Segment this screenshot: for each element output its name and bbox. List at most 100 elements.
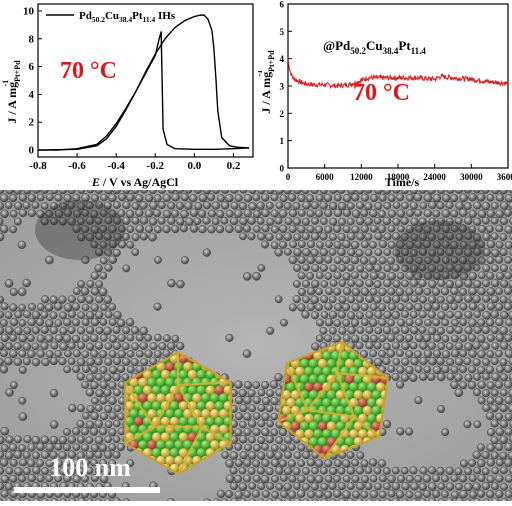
nanoparticle xyxy=(392,342,400,350)
nanoparticle xyxy=(54,302,62,310)
atom xyxy=(367,398,376,407)
nanoparticle xyxy=(91,318,99,326)
nanoparticle xyxy=(469,303,477,311)
nanoparticle xyxy=(482,358,490,366)
nanoparticle xyxy=(450,194,458,202)
nanoparticle xyxy=(384,233,392,241)
nanoparticle xyxy=(42,358,50,366)
nanoparticle xyxy=(23,342,31,350)
nanoparticle xyxy=(491,483,499,491)
nanoparticle xyxy=(405,334,413,342)
nanoparticle xyxy=(248,420,256,428)
nanoparticle xyxy=(436,357,444,365)
nanoparticle xyxy=(14,342,22,350)
atom xyxy=(129,425,138,434)
nanoparticle xyxy=(258,264,265,271)
nanoparticle xyxy=(374,217,381,224)
nanoparticle xyxy=(302,296,309,303)
nanoparticle xyxy=(324,256,332,264)
nanoparticle xyxy=(378,288,386,296)
nanoparticle xyxy=(491,279,499,287)
nanoparticle xyxy=(505,349,512,357)
nanoparticle xyxy=(14,467,22,475)
atom xyxy=(313,367,322,376)
nanoparticle xyxy=(91,194,99,202)
nanoparticle xyxy=(352,459,359,466)
nanoparticle xyxy=(397,272,404,279)
nanoparticle xyxy=(486,225,493,232)
nanoparticle xyxy=(370,303,377,310)
nanoparticle xyxy=(154,350,162,358)
nanoparticle xyxy=(5,342,13,350)
nanoparticle xyxy=(279,225,287,233)
nanoparticle xyxy=(401,217,409,225)
nanoparticle xyxy=(105,421,112,428)
nanoparticle xyxy=(343,334,350,341)
nanoparticle xyxy=(473,389,481,397)
nanoparticle xyxy=(99,350,107,358)
nanoparticle xyxy=(333,288,341,296)
nanoparticle xyxy=(131,326,139,334)
nanoparticle xyxy=(361,272,368,279)
nanoparticle xyxy=(122,358,130,366)
nanoparticle xyxy=(14,218,21,225)
it-xlabel: Time/s xyxy=(385,175,420,189)
nanoparticle xyxy=(258,420,265,427)
nanoparticle xyxy=(6,436,14,444)
nanoparticle xyxy=(464,342,472,350)
atom xyxy=(170,417,179,426)
scale-bar-label: 100 nm xyxy=(49,453,131,482)
nanoparticle xyxy=(243,350,251,358)
nanoparticle xyxy=(483,311,491,319)
nanoparticle xyxy=(472,341,480,349)
nanoparticle xyxy=(10,381,17,388)
nanoparticle xyxy=(374,342,382,350)
cv-ytick-label: 8 xyxy=(29,33,35,45)
nanoparticle xyxy=(271,444,278,451)
nanoparticle xyxy=(194,218,201,225)
nanoparticle xyxy=(325,240,332,247)
nanoparticle xyxy=(437,279,445,287)
nanoparticle xyxy=(495,318,503,326)
nanoparticle xyxy=(459,475,467,483)
atom xyxy=(165,362,174,371)
atom xyxy=(331,398,340,407)
nanoparticle xyxy=(86,343,94,351)
nanoparticle xyxy=(491,326,499,334)
nanoparticle xyxy=(257,482,265,490)
nanoparticle xyxy=(307,475,315,483)
nanoparticle xyxy=(432,319,440,327)
nanoparticle xyxy=(379,240,387,248)
atom xyxy=(143,386,152,395)
nanoparticle xyxy=(433,210,440,217)
nanoparticle xyxy=(409,374,417,382)
nanoparticle xyxy=(486,366,494,374)
nanoparticle xyxy=(271,429,278,436)
nanoparticle xyxy=(402,482,410,490)
nanoparticle xyxy=(41,202,48,209)
nanoparticle xyxy=(261,209,269,217)
nanoparticle xyxy=(280,490,288,498)
nanoparticle xyxy=(248,232,256,240)
nanoparticle xyxy=(491,452,498,459)
nanoparticle xyxy=(437,296,444,303)
nanoparticle xyxy=(387,349,395,357)
nanoparticle xyxy=(77,404,85,412)
nanoparticle xyxy=(302,467,309,474)
nanoparticle xyxy=(455,389,463,397)
nanoparticle xyxy=(388,194,395,201)
nanoparticle xyxy=(149,233,157,241)
nanoparticle xyxy=(257,436,264,443)
nanoparticle xyxy=(59,357,67,365)
nanoparticle xyxy=(342,319,350,327)
nanoparticle xyxy=(23,451,30,458)
nanoparticle xyxy=(185,218,193,226)
nanoparticle xyxy=(415,334,423,342)
nanoparticle xyxy=(351,256,359,264)
nanoparticle xyxy=(1,303,8,310)
nanoparticle xyxy=(361,241,369,249)
nanoparticle xyxy=(438,483,445,490)
nanoparticle xyxy=(361,318,368,325)
nanoparticle xyxy=(239,202,247,210)
nanoparticle xyxy=(347,451,354,458)
